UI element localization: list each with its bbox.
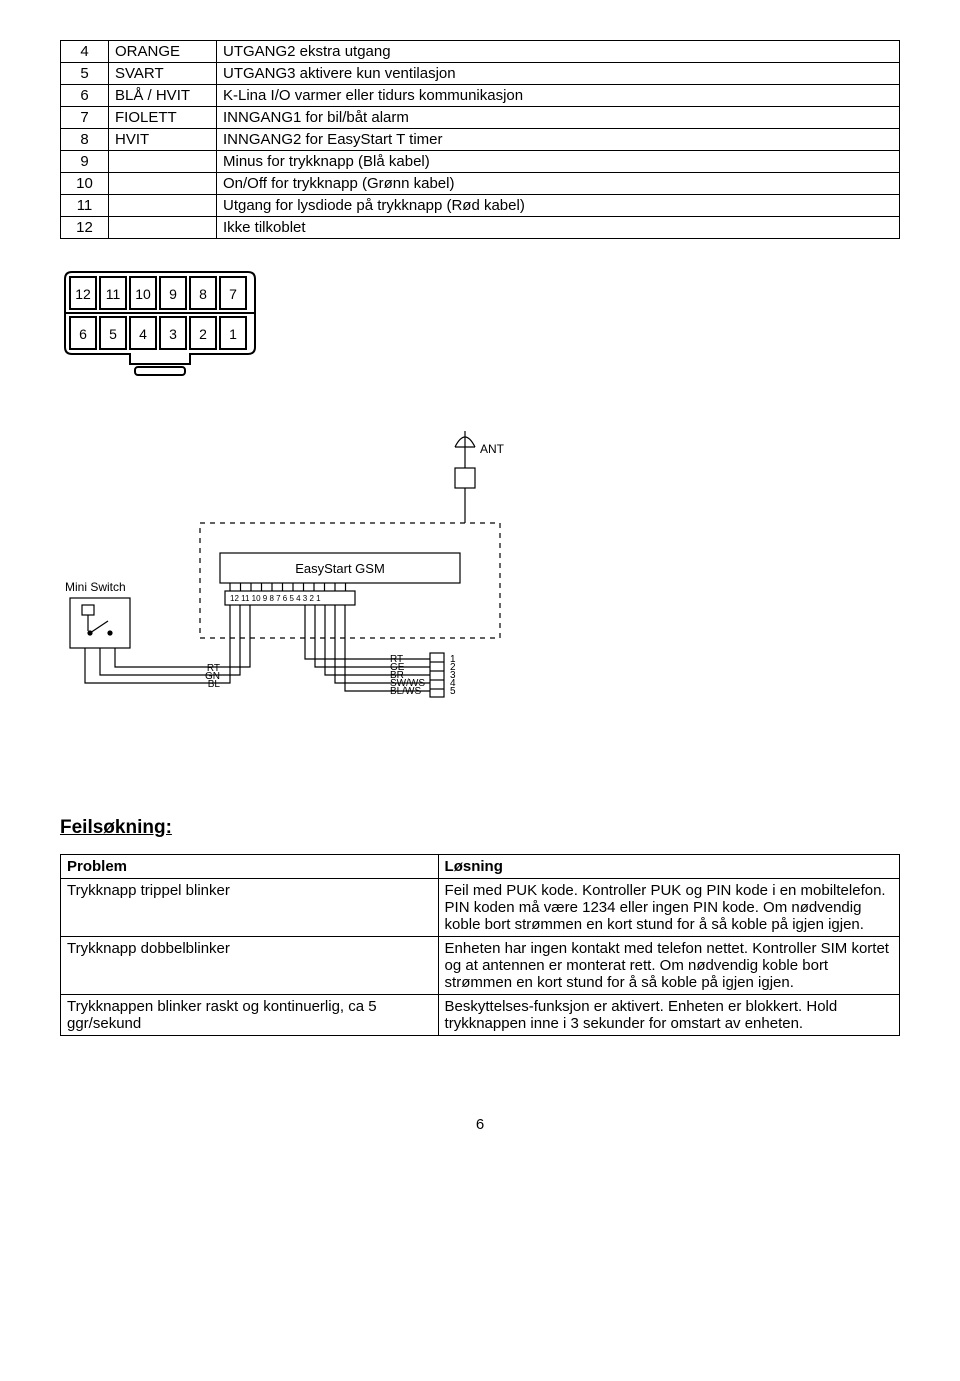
svg-text:6: 6 xyxy=(79,326,87,342)
svg-text:3: 3 xyxy=(169,326,177,342)
pins-text: 12 11 10 9 8 7 6 5 4 3 2 1 xyxy=(230,594,321,603)
svg-text:8: 8 xyxy=(199,286,207,302)
pin-row: 10On/Off for trykknapp (Grønn kabel) xyxy=(61,173,900,195)
svg-text:BL/WS: BL/WS xyxy=(390,686,421,697)
pin-row: 12Ikke tilkoblet xyxy=(61,217,900,239)
wiring-diagram: ANT Mini Switch EasyStart GSM 12 11 10 9… xyxy=(60,423,900,757)
pin-row: 11Utgang for lysdiode på trykknapp (Rød … xyxy=(61,195,900,217)
module-label: EasyStart GSM xyxy=(295,561,385,576)
svg-text:7: 7 xyxy=(229,286,237,302)
connector-diagram: 12 11 10 9 8 7 6 5 4 3 2 1 xyxy=(60,269,900,383)
svg-text:11: 11 xyxy=(106,286,121,302)
pin-row: 4ORANGEUTGANG2 ekstra utgang xyxy=(61,41,900,63)
pin-row: 6BLÅ / HVITK-Lina I/O varmer eller tidur… xyxy=(61,85,900,107)
trouble-row: Trykknappen blinker raskt og kontinuerli… xyxy=(61,995,900,1036)
trouble-table: Problem Løsning Trykknapp trippel blinke… xyxy=(60,854,900,1036)
ant-label: ANT xyxy=(480,442,505,456)
svg-text:5: 5 xyxy=(109,326,117,342)
svg-text:9: 9 xyxy=(169,286,177,302)
svg-text:2: 2 xyxy=(199,326,207,342)
trouble-row: Trykknapp trippel blinkerFeil med PUK ko… xyxy=(61,879,900,937)
pin-row: 5SVARTUTGANG3 aktivere kun ventilasjon xyxy=(61,63,900,85)
mini-switch-label: Mini Switch xyxy=(65,580,126,594)
svg-text:5: 5 xyxy=(450,686,456,697)
pin-row: 9Minus for trykknapp (Blå kabel) xyxy=(61,151,900,173)
pin-row: 7FIOLETTINNGANG1 for bil/båt alarm xyxy=(61,107,900,129)
col-problem: Problem xyxy=(61,855,439,879)
col-solution: Løsning xyxy=(438,855,899,879)
svg-text:10: 10 xyxy=(135,286,151,302)
svg-text:BL: BL xyxy=(208,679,221,690)
page-number: 6 xyxy=(60,1116,900,1133)
svg-text:12: 12 xyxy=(75,286,91,302)
svg-text:1: 1 xyxy=(229,326,237,342)
trouble-row: Trykknapp dobbelblinkerEnheten har ingen… xyxy=(61,937,900,995)
svg-text:4: 4 xyxy=(139,326,147,342)
pin-row: 8HVITINNGANG2 for EasyStart T timer xyxy=(61,129,900,151)
pin-table: 4ORANGEUTGANG2 ekstra utgang5SVARTUTGANG… xyxy=(60,40,900,239)
troubleshooting-heading: Feilsøkning: xyxy=(60,817,900,839)
